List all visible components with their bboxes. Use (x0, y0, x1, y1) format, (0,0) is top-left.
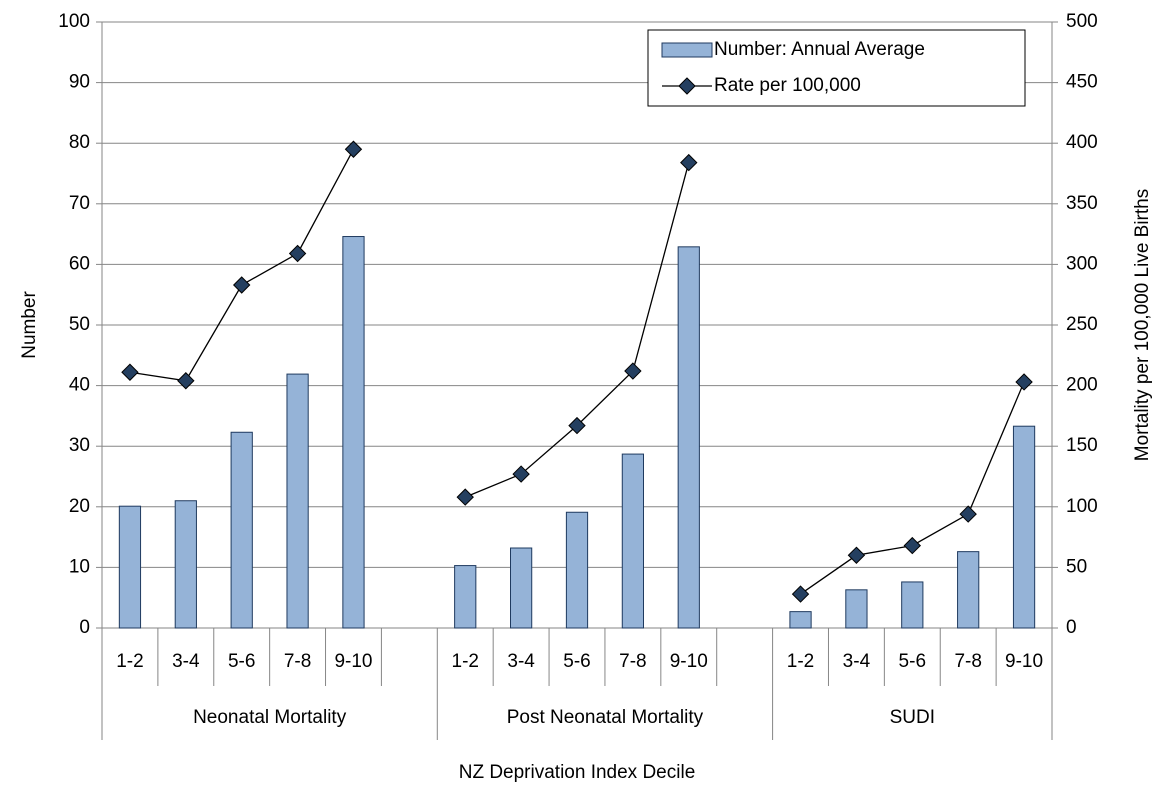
legend-label: Number: Annual Average (714, 39, 925, 60)
x-tick-label: 1-2 (116, 651, 143, 672)
bar (677, 246, 700, 629)
bar (901, 581, 924, 629)
y-tick-label: 0 (79, 617, 90, 638)
x-tick-label: 7-8 (954, 651, 981, 672)
x-tick-label: 5-6 (563, 651, 590, 672)
marker (847, 546, 866, 564)
y2-tick-label: 50 (1066, 556, 1087, 577)
y-tick-label: 10 (69, 556, 90, 577)
line (800, 381, 1025, 595)
x-tick-label: 9-10 (1005, 651, 1043, 672)
y2-tick-label: 400 (1066, 132, 1098, 153)
x-tick-label: 9-10 (334, 651, 372, 672)
marker (903, 536, 922, 555)
y2-tick-label: 100 (1066, 496, 1098, 517)
bar (230, 431, 253, 629)
y2-tick-label: 150 (1066, 435, 1098, 456)
y2-tick-label: 200 (1066, 375, 1098, 396)
legend-label: Rate per 100,000 (714, 75, 861, 96)
marker (456, 488, 474, 506)
line (129, 148, 355, 382)
x-tick-label: 1-2 (452, 651, 479, 672)
y2-tick-label: 450 (1066, 72, 1098, 93)
bar (286, 373, 309, 629)
x-tick-label: 5-6 (899, 651, 926, 672)
y-tick-label: 80 (69, 132, 90, 153)
x-tick-label: 1-2 (787, 651, 814, 672)
marker (1015, 373, 1033, 391)
group-label: Post Neonatal Mortality (507, 707, 704, 728)
y2-tick-label: 300 (1066, 253, 1098, 274)
y2-tick-label: 500 (1066, 11, 1098, 32)
y-axis-title: Number (19, 291, 40, 359)
x-tick-label: 3-4 (507, 651, 535, 672)
y-tick-label: 50 (69, 314, 90, 335)
x-tick-label: 7-8 (619, 651, 646, 672)
marker (959, 505, 977, 523)
y-tick-label: 60 (69, 253, 90, 274)
bar (845, 589, 868, 629)
marker (568, 416, 586, 435)
marker (791, 585, 810, 603)
marker (512, 465, 530, 483)
bar (565, 511, 589, 629)
x-tick-label: 3-4 (843, 651, 871, 672)
x-tick-label: 3-4 (172, 651, 200, 672)
legend-swatch (661, 42, 713, 58)
marker (624, 362, 642, 380)
y2-tick-label: 350 (1066, 193, 1098, 214)
x-tick-label: 9-10 (670, 651, 708, 672)
bar (789, 611, 812, 629)
marker (680, 153, 698, 172)
marker (177, 372, 195, 390)
bar (454, 565, 477, 629)
y-tick-label: 100 (58, 11, 90, 32)
x-tick-label: 7-8 (284, 651, 311, 672)
x-axis-title: NZ Deprivation Index Decile (459, 762, 696, 783)
group-label: Neonatal Mortality (193, 707, 347, 728)
marker (344, 140, 363, 158)
marker (232, 276, 251, 294)
y-tick-label: 20 (69, 496, 90, 517)
line (464, 162, 690, 498)
x-tick-label: 5-6 (228, 651, 255, 672)
y2-axis-title: Mortality per 100,000 Live Births (1132, 189, 1153, 461)
bar (957, 551, 980, 629)
y2-tick-label: 0 (1066, 617, 1077, 638)
bar (342, 236, 365, 629)
bar (621, 453, 645, 629)
y2-tick-label: 250 (1066, 314, 1098, 335)
marker (121, 363, 139, 381)
group-label: SUDI (890, 707, 935, 728)
marker (288, 244, 307, 263)
y-tick-label: 40 (69, 375, 90, 396)
bar (1012, 425, 1036, 629)
bar (118, 505, 142, 629)
legend-marker (678, 77, 696, 95)
y-tick-label: 30 (69, 435, 90, 456)
y-tick-label: 70 (69, 193, 90, 214)
bar (174, 500, 197, 629)
y-tick-label: 90 (69, 72, 90, 93)
bar (510, 547, 533, 629)
